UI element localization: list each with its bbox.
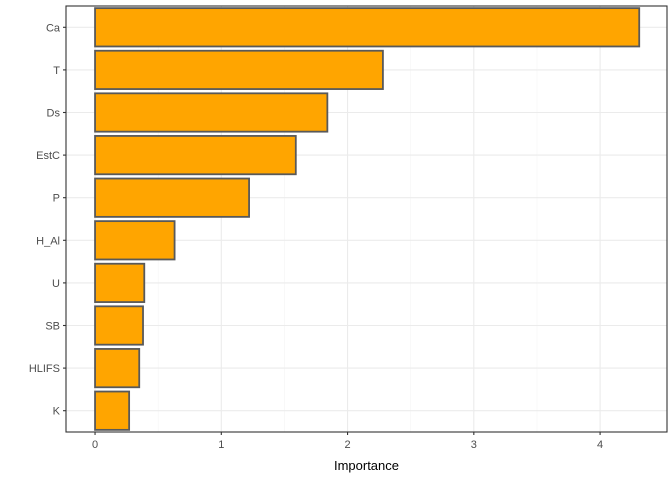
bar-h-al (94, 220, 176, 261)
y-tick-label: EstC (36, 150, 60, 162)
x-tick-label: 2 (344, 439, 350, 451)
bar-sb (94, 305, 144, 346)
y-tick-label: SB (45, 321, 60, 333)
axis-layer: Ca T Ds EstC P H_Al U SB HLIFS K 0 1 2 3 4 (29, 22, 603, 451)
bar-estc (94, 135, 297, 176)
y-tick-label: P (53, 193, 60, 205)
x-tick-label: 0 (92, 439, 98, 451)
x-axis-title: Importance (334, 458, 399, 473)
bar-hlifs (94, 348, 141, 389)
x-tick-label: 4 (597, 439, 603, 451)
bar-ds (94, 92, 329, 133)
x-tick-label: 3 (471, 439, 477, 451)
bar-layer (94, 7, 641, 431)
bar-p (94, 177, 250, 218)
bar-u (94, 262, 146, 303)
panel-border (65, 5, 668, 433)
y-tick-label: U (52, 278, 60, 290)
y-tick-label: K (53, 406, 61, 418)
bar-ca (94, 7, 641, 48)
y-tick-label: HLIFS (29, 363, 60, 375)
y-tick-label: Ca (46, 22, 61, 34)
bar-k (94, 390, 131, 431)
x-tick-label: 1 (218, 439, 224, 451)
y-tick-label: Ds (47, 108, 61, 120)
y-tick-label: H_Al (36, 235, 60, 247)
bar-t (94, 49, 384, 90)
y-tick-label: T (53, 65, 60, 77)
